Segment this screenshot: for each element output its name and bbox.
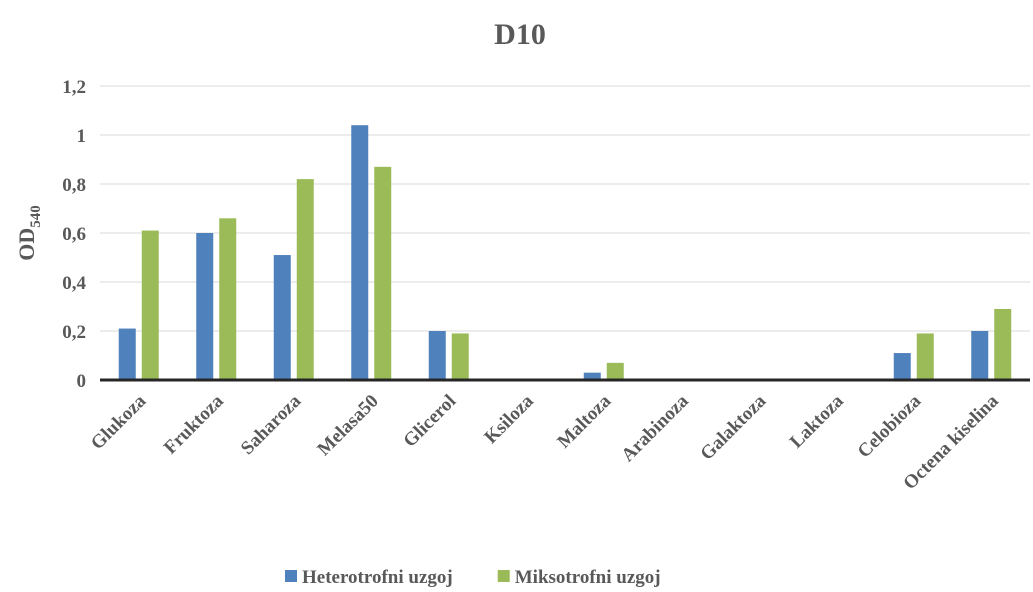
bar bbox=[351, 125, 369, 380]
legend-swatch bbox=[285, 570, 297, 582]
y-tick-label: 0,8 bbox=[62, 175, 86, 196]
x-tick-label: Fruktoza bbox=[160, 390, 228, 458]
y-label-sub: 540 bbox=[28, 205, 44, 228]
y-label-main: OD bbox=[14, 228, 39, 261]
bar bbox=[606, 362, 624, 380]
bar bbox=[141, 230, 159, 380]
x-tick-label: Galaktoza bbox=[696, 390, 770, 464]
y-tick-label: 0,6 bbox=[62, 224, 86, 245]
legend-label: Heterotrofni uzgoj bbox=[302, 567, 453, 588]
y-tick-label: 0,2 bbox=[62, 322, 86, 343]
bar bbox=[583, 372, 601, 380]
bar bbox=[451, 333, 469, 380]
bar bbox=[971, 331, 989, 380]
bar bbox=[916, 333, 934, 380]
bar bbox=[196, 233, 214, 380]
x-tick-label: Laktoza bbox=[786, 390, 848, 452]
bar bbox=[374, 166, 392, 380]
legend-swatch bbox=[497, 570, 510, 582]
bar bbox=[118, 328, 136, 380]
legend-label: Miksotrofni uzgoj bbox=[515, 567, 661, 588]
x-tick-label: Maltoza bbox=[553, 390, 615, 452]
x-tick-label: Saharoza bbox=[237, 390, 306, 459]
y-tick-label: 1 bbox=[77, 126, 87, 147]
bar bbox=[219, 218, 237, 380]
bar bbox=[994, 308, 1012, 380]
y-tick-label: 1,2 bbox=[62, 77, 86, 98]
y-tick-label: 0 bbox=[77, 371, 87, 392]
y-tick-label: 0,4 bbox=[62, 273, 86, 294]
x-tick-label: Glicerol bbox=[399, 391, 460, 452]
x-tick-label: Ksiloza bbox=[480, 390, 538, 448]
bar bbox=[893, 353, 911, 380]
bar bbox=[296, 179, 314, 380]
x-tick-label: Celobioza bbox=[854, 390, 926, 462]
x-tick-label: Melasa50 bbox=[313, 391, 382, 460]
bar bbox=[273, 255, 291, 380]
bar bbox=[428, 331, 446, 380]
x-tick-label: Arabinoza bbox=[617, 390, 693, 466]
x-tick-label: Glukoza bbox=[87, 390, 151, 454]
chart-title: D10 bbox=[494, 18, 546, 51]
y-axis-label: OD540 bbox=[14, 205, 44, 261]
